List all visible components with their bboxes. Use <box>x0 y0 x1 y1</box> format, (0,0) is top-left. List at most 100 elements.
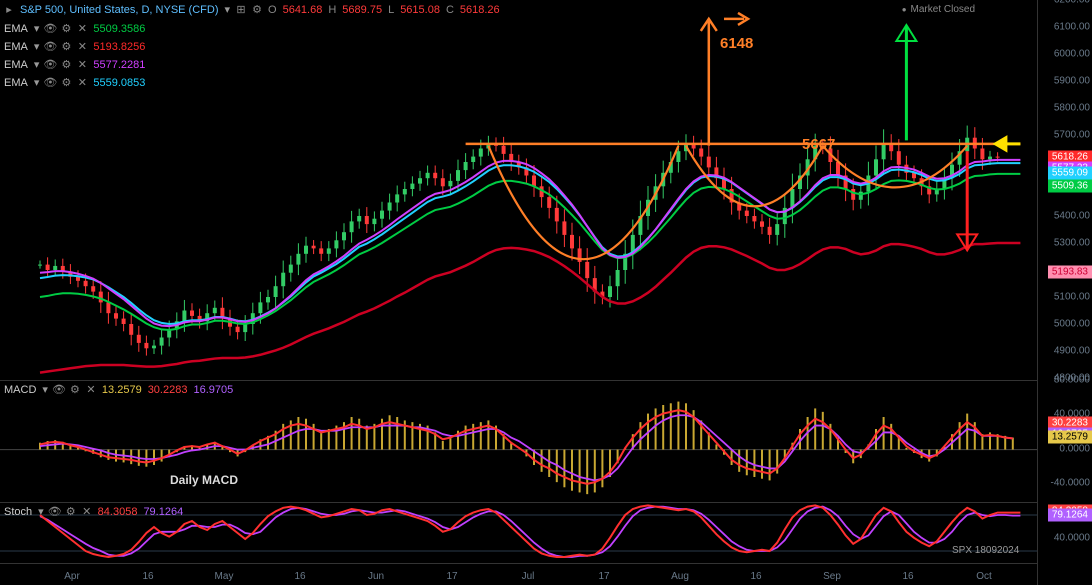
macd-value-3: 16.9705 <box>193 384 233 396</box>
close-icon[interactable]: ✕ <box>77 42 87 52</box>
chart-container: 4800.004900.005000.005100.005200.005300.… <box>0 0 1092 585</box>
dropdown-icon[interactable]: ▾ <box>34 76 40 89</box>
price-ytick: 5300.00 <box>1054 238 1090 249</box>
watermark: SPX 18092024 <box>952 545 1019 556</box>
price-badge: 5509.36 <box>1048 180 1092 193</box>
symbol-legend-row: ▸ S&P 500, United States, D, NYSE (CFD) … <box>4 3 500 16</box>
price-badge: 5193.83 <box>1048 265 1092 278</box>
eye-icon[interactable]: 👁 <box>54 385 64 395</box>
price-ytick: 6100.00 <box>1054 22 1090 33</box>
eye-icon[interactable]: 👁 <box>45 24 55 34</box>
x-tick: 16 <box>750 571 761 582</box>
ohlc-high: 5689.75 <box>342 4 382 16</box>
annotation-resistance: 5667 <box>802 136 835 153</box>
price-ytick: 6200.00 <box>1054 0 1090 6</box>
market-status: Market Closed <box>902 4 975 15</box>
dropdown-icon[interactable]: ▾ <box>34 40 40 53</box>
price-ytick: 5100.00 <box>1054 292 1090 303</box>
stoch-panel[interactable]: Stoch ▾ 👁 ⚙ ✕ 84.3058 79.1264 SPX 180920… <box>0 502 1037 562</box>
x-tick: Aug <box>671 571 689 582</box>
x-tick: 16 <box>294 571 305 582</box>
macd-value-2: 30.2283 <box>148 384 188 396</box>
eye-icon[interactable]: 👁 <box>45 42 55 52</box>
close-icon[interactable]: ✕ <box>82 507 92 517</box>
ema-label[interactable]: EMA <box>4 41 28 53</box>
symbol-title[interactable]: S&P 500, United States, D, NYSE (CFD) <box>20 4 218 16</box>
stoch-ytick: 40.0000 <box>1054 533 1090 544</box>
macd-label[interactable]: MACD <box>4 384 36 396</box>
ema-value: 5559.0853 <box>93 77 145 89</box>
ohlc-close: 5618.26 <box>460 4 500 16</box>
price-panel[interactable]: ▸ S&P 500, United States, D, NYSE (CFD) … <box>0 0 1037 378</box>
macd-legend-row: MACD ▾ 👁 ⚙ ✕ 13.2579 30.2283 16.9705 <box>4 383 233 396</box>
ema-legend-row: EMA ▾ 👁 ⚙ ✕ 5559.0853 <box>4 76 145 89</box>
ema-value: 5509.3586 <box>93 23 145 35</box>
macd-svg <box>0 381 1037 500</box>
stoch-badge: 79.1264 <box>1048 508 1092 521</box>
price-ytick: 5800.00 <box>1054 103 1090 114</box>
eye-icon[interactable]: 👁 <box>45 60 55 70</box>
macd-panel[interactable]: MACD ▾ 👁 ⚙ ✕ 13.2579 30.2283 16.9705 Dai… <box>0 380 1037 500</box>
x-tick: 17 <box>446 571 457 582</box>
settings-icon[interactable]: ⚙ <box>61 24 71 34</box>
macd-subtitle: Daily MACD <box>170 473 238 487</box>
y-axis: 4800.004900.005000.005100.005200.005300.… <box>1037 0 1092 585</box>
dropdown-icon[interactable]: ▾ <box>34 58 40 71</box>
macd-ytick: -40.0000 <box>1051 477 1090 488</box>
close-icon[interactable]: ✕ <box>77 24 87 34</box>
eye-icon[interactable]: 👁 <box>45 78 55 88</box>
dropdown-icon[interactable]: ▾ <box>224 3 230 16</box>
settings-icon[interactable]: ⚙ <box>70 385 80 395</box>
x-tick: 16 <box>142 571 153 582</box>
ema-legend-row: EMA ▾ 👁 ⚙ ✕ 5509.3586 <box>4 22 145 35</box>
ema-legend-row: EMA ▾ 👁 ⚙ ✕ 5193.8256 <box>4 40 145 53</box>
x-tick: 17 <box>598 571 609 582</box>
x-tick: Jun <box>368 571 384 582</box>
x-axis: Apr 16 May 16 Jun 17 Jul 17 Aug 16 Sep 16 Oct <box>0 563 1037 585</box>
dropdown-icon[interactable]: ▾ <box>34 22 40 35</box>
settings-icon[interactable]: ⚙ <box>66 507 76 517</box>
x-tick: Oct <box>976 571 992 582</box>
macd-ytick: 80.0000 <box>1054 375 1090 386</box>
macd-value-1: 13.2579 <box>102 384 142 396</box>
ema-value: 5193.8256 <box>93 41 145 53</box>
ema-label[interactable]: EMA <box>4 77 28 89</box>
price-ytick: 5400.00 <box>1054 211 1090 222</box>
price-ytick: 6000.00 <box>1054 49 1090 60</box>
x-tick: Apr <box>64 571 80 582</box>
dropdown-icon[interactable]: ▾ <box>38 505 44 518</box>
eye-icon[interactable]: 👁 <box>50 507 60 517</box>
ema-label[interactable]: EMA <box>4 59 28 71</box>
price-ytick: 4900.00 <box>1054 346 1090 357</box>
annotation-target-high: 6148 <box>720 35 753 52</box>
price-ytick: 5000.00 <box>1054 319 1090 330</box>
ema-value: 5577.2281 <box>93 59 145 71</box>
price-chart-svg <box>0 0 1037 378</box>
price-ytick: 5900.00 <box>1054 76 1090 87</box>
settings-icon[interactable]: ⚙ <box>252 5 262 15</box>
dropdown-icon[interactable]: ▾ <box>42 383 48 396</box>
ema-legend-row: EMA ▾ 👁 ⚙ ✕ 5577.2281 <box>4 58 145 71</box>
x-tick: Sep <box>823 571 841 582</box>
compare-icon[interactable]: ⊞ <box>236 5 246 15</box>
ema-label[interactable]: EMA <box>4 23 28 35</box>
stoch-value-2: 79.1264 <box>143 506 183 518</box>
x-tick: 16 <box>902 571 913 582</box>
settings-icon[interactable]: ⚙ <box>61 78 71 88</box>
macd-ytick: 0.0000 <box>1059 443 1090 454</box>
close-icon[interactable]: ✕ <box>86 385 96 395</box>
x-tick: May <box>215 571 234 582</box>
x-tick: Jul <box>522 571 535 582</box>
settings-icon[interactable]: ⚙ <box>61 60 71 70</box>
price-ytick: 5700.00 <box>1054 130 1090 141</box>
ohlc-open: 5641.68 <box>283 4 323 16</box>
close-icon[interactable]: ✕ <box>77 78 87 88</box>
macd-badge: 13.2579 <box>1048 431 1092 444</box>
settings-icon[interactable]: ⚙ <box>61 42 71 52</box>
stoch-label[interactable]: Stoch <box>4 506 32 518</box>
chevron-icon[interactable]: ▸ <box>4 5 14 15</box>
price-badge: 5559.09 <box>1048 167 1092 180</box>
close-icon[interactable]: ✕ <box>77 60 87 70</box>
ohlc-low: 5615.08 <box>400 4 440 16</box>
stoch-legend-row: Stoch ▾ 👁 ⚙ ✕ 84.3058 79.1264 <box>4 505 183 518</box>
